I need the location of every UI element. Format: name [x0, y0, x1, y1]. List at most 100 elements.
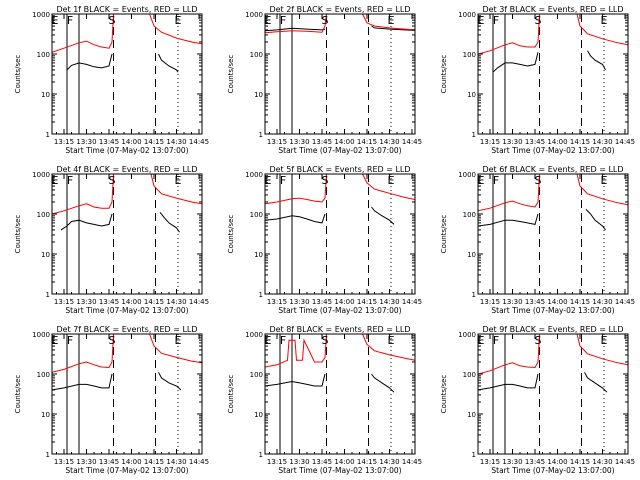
y-tick-label: 1 — [46, 131, 50, 139]
event-marker-label: S — [535, 334, 542, 347]
series-lld-line — [52, 14, 114, 53]
series-lld-line — [150, 174, 202, 205]
event-marker-label: F — [67, 174, 73, 187]
event-marker-label: E — [388, 14, 395, 27]
x-tick-label: 14:45 — [615, 138, 635, 146]
series-events-line — [371, 373, 395, 393]
x-tick-label: 13:30 — [502, 298, 522, 306]
x-tick-label: 13:30 — [289, 138, 309, 146]
plot-data — [478, 14, 628, 73]
event-marker-label: S — [109, 174, 116, 187]
series-events-line — [265, 373, 326, 387]
x-tick-label: 14:00 — [547, 458, 567, 466]
y-tick-label: 1 — [46, 451, 50, 459]
series-events-line — [265, 213, 326, 224]
x-tick-label: 14:30 — [166, 298, 186, 306]
y-tick-label: 100 — [250, 211, 263, 219]
panel-title: Det 8f BLACK = Events, RED = LLD — [269, 325, 410, 334]
event-marker-label: S — [535, 174, 542, 187]
y-tick-label: 1 — [259, 451, 263, 459]
panel-title: Det 9f BLACK = Events, RED = LLD — [482, 325, 623, 334]
series-events-line — [492, 52, 539, 73]
event-marker-label: F — [67, 334, 73, 347]
x-tick-label: 13:45 — [99, 298, 119, 306]
event-marker-label: E — [601, 14, 608, 27]
event-marker-label: E — [52, 334, 59, 347]
event-marker-label: S — [109, 14, 116, 27]
x-tick-label: 13:45 — [312, 298, 332, 306]
y-tick-label: 1 — [46, 291, 50, 299]
x-tick-label: 13:45 — [99, 138, 119, 146]
x-axis-label: Start Time (07-May-02 13:07:00) — [278, 146, 401, 155]
x-tick-label: 13:30 — [289, 458, 309, 466]
x-tick-label: 14:30 — [166, 458, 186, 466]
x-tick-label: 14:15 — [570, 458, 590, 466]
y-tick-label: 100 — [37, 211, 50, 219]
x-tick-label: 13:45 — [99, 458, 119, 466]
event-marker-label: E — [265, 174, 272, 187]
x-tick-label: 14:15 — [144, 298, 164, 306]
x-tick-label: 14:15 — [357, 138, 377, 146]
series-lld-line — [576, 334, 628, 366]
y-tick-label: 1000 — [32, 171, 50, 179]
x-tick-label: 13:30 — [502, 458, 522, 466]
plot-data — [478, 334, 628, 393]
series-lld-line — [265, 14, 327, 34]
y-tick-label: 1000 — [458, 11, 476, 19]
event-marker-label: S — [322, 174, 329, 187]
x-axis-label: Start Time (07-May-02 13:07:00) — [491, 306, 614, 315]
y-tick-label: 100 — [250, 51, 263, 59]
y-tick-label: 10 — [467, 411, 476, 419]
x-tick-label: 14:15 — [144, 458, 164, 466]
x-axis-label: Start Time (07-May-02 13:07:00) — [65, 146, 188, 155]
y-tick-label: 10 — [41, 91, 50, 99]
x-tick-label: 14:45 — [402, 298, 422, 306]
series-events-line — [158, 372, 182, 391]
x-tick-label: 13:15 — [54, 458, 74, 466]
event-marker-label: E — [175, 174, 182, 187]
y-tick-label: 1000 — [32, 331, 50, 339]
x-tick-label: 14:45 — [189, 138, 209, 146]
y-tick-label: 100 — [463, 51, 476, 59]
x-tick-label: 13:15 — [480, 138, 500, 146]
event-marker-label: E — [52, 14, 59, 27]
panel-title: Det 1f BLACK = Events, RED = LLD — [56, 5, 197, 14]
x-tick-label: 14:15 — [357, 298, 377, 306]
x-tick-label: 14:15 — [570, 138, 590, 146]
series-events-line — [60, 213, 113, 231]
x-tick-label: 14:00 — [334, 138, 354, 146]
x-tick-label: 14:15 — [570, 298, 590, 306]
x-tick-label: 13:15 — [54, 138, 74, 146]
event-marker-label: F — [280, 334, 286, 347]
y-axis-label: Counts/sec — [440, 55, 448, 94]
series-lld-line — [478, 14, 540, 55]
series-events-line — [158, 53, 179, 73]
y-tick-label: 10 — [41, 251, 50, 259]
x-tick-label: 14:30 — [592, 458, 612, 466]
plot-frame — [477, 333, 629, 455]
y-axis-label: Counts/sec — [14, 215, 22, 254]
x-tick-label: 14:45 — [189, 298, 209, 306]
series-lld-line — [265, 334, 327, 368]
x-tick-label: 14:00 — [121, 458, 141, 466]
event-marker-label: E — [265, 14, 272, 27]
event-marker-label: E — [478, 14, 485, 27]
plot-data — [52, 334, 202, 391]
x-axis-label: Start Time (07-May-02 13:07:00) — [65, 306, 188, 315]
plot-frame — [264, 173, 416, 295]
y-axis-label: Counts/sec — [227, 55, 235, 94]
event-marker-label: S — [109, 334, 116, 347]
event-marker-label: E — [52, 174, 59, 187]
event-marker-label: F — [67, 14, 73, 27]
y-tick-label: 10 — [41, 411, 50, 419]
panel-title: Det 4f BLACK = Events, RED = LLD — [56, 165, 197, 174]
x-tick-label: 14:00 — [121, 298, 141, 306]
x-tick-label: 14:00 — [547, 138, 567, 146]
plot-data — [52, 14, 202, 73]
y-tick-label: 10 — [467, 91, 476, 99]
